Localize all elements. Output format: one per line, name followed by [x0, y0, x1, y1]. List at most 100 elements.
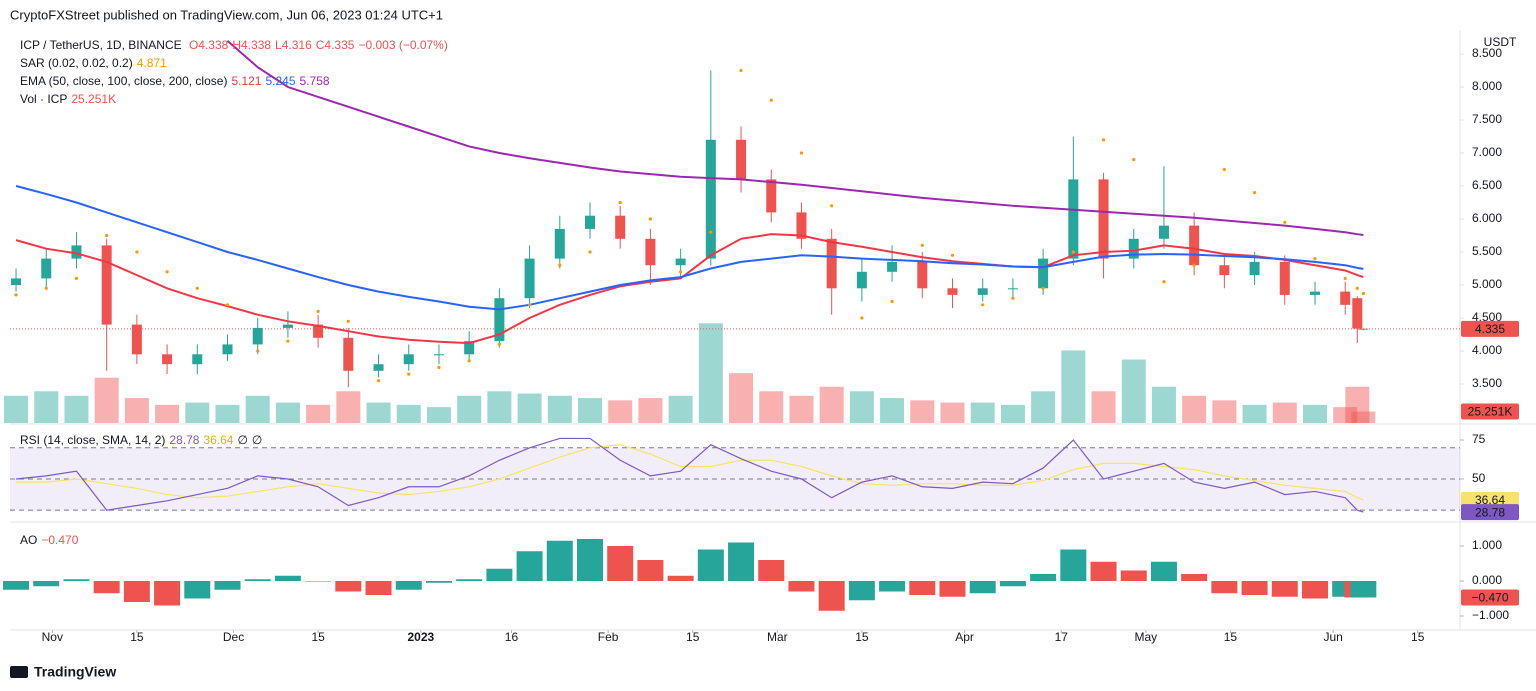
sar-dot: [316, 309, 320, 314]
ao-tick-label: −1.000: [1472, 608, 1509, 622]
candle-body: [101, 245, 112, 325]
sar-dot: [195, 286, 199, 290]
price-tag: [1461, 589, 1519, 606]
candle-body: [705, 139, 716, 259]
candle-body: [131, 324, 142, 355]
candle-body: [1340, 291, 1351, 305]
sar: SAR (0.02, 0.02, 0.2): [20, 56, 133, 70]
sar-dot: [437, 365, 441, 370]
sar-dot: [1132, 158, 1136, 162]
ao-bar: [577, 539, 603, 581]
y-tick-label: 8.000: [1472, 79, 1502, 93]
volume-bar: [849, 391, 874, 423]
legend-ema: EMA (50, close, 100, close, 200, close) 5…: [20, 74, 334, 88]
volume-bar: [487, 391, 512, 423]
sar-dot: [679, 270, 683, 274]
sar-dot: [376, 379, 381, 383]
sar-dot: [890, 299, 894, 304]
volume-bar: [547, 395, 572, 423]
price-tag-label: 28.78: [1475, 505, 1505, 519]
y-tick-label: 4.000: [1472, 343, 1502, 357]
ao-bar: [818, 581, 845, 611]
candle-body: [645, 238, 656, 266]
volume-bar: [155, 404, 180, 423]
volume-bar: [759, 391, 784, 423]
ao-value: −0.470: [41, 533, 79, 547]
ao-bar: [788, 581, 815, 592]
ao-bar: [1060, 549, 1087, 581]
y-tick-label: 6.500: [1472, 178, 1502, 192]
rsi-value: ∅: [237, 433, 248, 447]
volume-bar: [910, 400, 935, 423]
sar-dot: [105, 233, 109, 238]
candle-body: [433, 354, 444, 356]
candle-body: [554, 228, 565, 259]
candle-body: [1098, 179, 1109, 259]
sar-dot: [497, 342, 501, 346]
rsi-value: 36.64: [203, 433, 234, 447]
sar-dot: [950, 253, 955, 257]
ao-bar: [1241, 581, 1268, 595]
candle-body: [464, 341, 475, 355]
ao-bar: [879, 581, 906, 592]
candle-body: [1068, 179, 1079, 259]
ao-bar: [1181, 574, 1208, 581]
sar-dot: [1011, 296, 1015, 300]
candle-body: [856, 271, 867, 289]
volume-bar: [185, 402, 210, 423]
x-tick-label: Nov: [42, 630, 63, 644]
ema-line: [15, 233, 1364, 345]
ao-bar: [1150, 561, 1177, 581]
ao-bar: [1302, 581, 1328, 599]
ao-bar: [999, 581, 1026, 587]
ao-bar: [939, 581, 966, 597]
y-tick-label: 5.500: [1472, 244, 1502, 258]
volume-bar: [1333, 407, 1358, 423]
ao-bar: [758, 560, 785, 581]
volume-bar: [698, 323, 723, 423]
volume-bar: [396, 404, 421, 423]
volume-bar: [124, 398, 149, 423]
sar-dot: [1041, 286, 1045, 290]
x-tick-label: 15: [311, 630, 325, 644]
candle-body: [675, 258, 686, 266]
candle-body: [343, 337, 354, 371]
volume-bar: [1212, 400, 1237, 423]
volume-bar: [940, 402, 965, 423]
legend-vol: Vol · ICP 25.251K: [20, 92, 120, 106]
volume-bar: [366, 402, 391, 423]
sar-dot: [588, 250, 592, 254]
legend-symbol: ICP / TetherUS, 1D, BINANCE O4.338 H4.338…: [20, 38, 452, 52]
x-tick-label: 15: [855, 630, 869, 644]
sar-dot: [860, 316, 864, 320]
y-tick-label: 8.500: [1472, 46, 1502, 60]
candle-body: [887, 261, 898, 272]
price-tag-label: 36.64: [1475, 493, 1505, 507]
sar-dot: [1252, 191, 1257, 195]
ao-bar: [1090, 561, 1117, 581]
logo: [10, 666, 28, 678]
legend-rsi: RSI (14, close, SMA, 14, 2) 28.78 36.64 ∅ ∅: [20, 433, 266, 447]
volume-bar: [306, 404, 331, 423]
volume-bar: [1345, 386, 1370, 423]
volume-bar: [34, 391, 59, 423]
volume-bar: [426, 407, 451, 423]
candle-body: [766, 179, 777, 213]
ao-bar: [516, 551, 543, 581]
ao-tick-label: 1.000: [1472, 538, 1502, 552]
vol-value: 25.251K: [71, 92, 117, 106]
x-tick-label: 15: [130, 630, 144, 644]
y-tick-label: 3.500: [1472, 376, 1502, 390]
volume-bar: [789, 395, 814, 423]
volume-bar: [1182, 395, 1207, 423]
ema-value: 5.245: [265, 74, 296, 88]
x-tick-label: Feb: [598, 630, 619, 644]
ao-bar: [365, 581, 392, 595]
footer: TradingView: [34, 664, 116, 680]
currency: USDT: [1484, 35, 1517, 49]
volume-bar: [4, 395, 29, 423]
x-tick-label: 15: [1411, 630, 1425, 644]
change: −0.003 (−0.07%): [358, 38, 448, 52]
sar-dot: [1162, 280, 1166, 284]
